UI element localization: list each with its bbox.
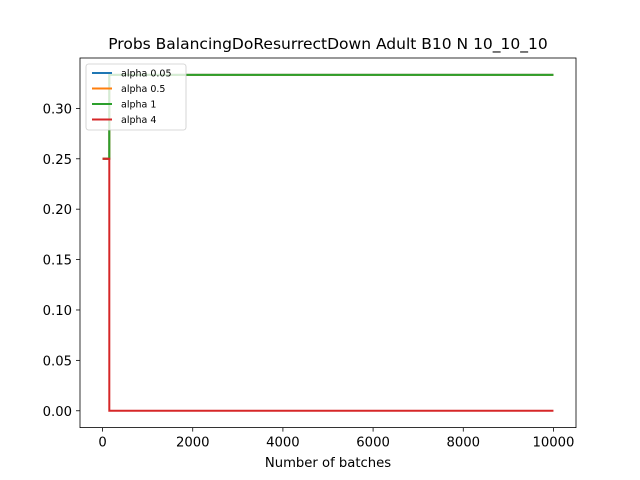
y-tick-label: 0.15 <box>43 254 72 269</box>
legend-label: alpha 0.5 <box>121 84 165 95</box>
legend-box <box>85 63 187 131</box>
legend: alpha 0.05 alpha 0.5 alpha 1 alpha 4 <box>85 63 187 131</box>
y-tick-label: 0.30 <box>43 102 72 117</box>
legend-label: alpha 0.05 <box>121 69 172 80</box>
x-tick-label: 4000 <box>266 436 300 451</box>
legend-label: alpha 1 <box>121 100 156 111</box>
y-axis-ticks: 0.00 0.05 0.10 0.15 0.20 0.25 0.30 <box>43 102 80 420</box>
x-axis-ticks: 0 2000 4000 6000 8000 10000 <box>98 427 574 451</box>
x-tick-label: 2000 <box>176 436 210 451</box>
x-tick-label: 6000 <box>356 436 390 451</box>
x-axis-label: Number of batches <box>265 456 391 471</box>
y-tick-label: 0.10 <box>43 304 72 319</box>
chart-title: Probs BalancingDoResurrectDown Adult B10… <box>108 35 548 54</box>
axes-frame <box>79 57 577 429</box>
legend-label: alpha 4 <box>121 115 156 126</box>
y-tick-label: 0.05 <box>43 354 72 369</box>
x-tick-label: 8000 <box>446 436 480 451</box>
y-tick-label: 0.25 <box>43 153 72 168</box>
x-tick-label: 10000 <box>532 436 574 451</box>
y-tick-label: 0.00 <box>43 405 72 420</box>
x-tick-label: 0 <box>98 436 106 451</box>
series-line-3 <box>102 157 554 412</box>
y-tick-label: 0.20 <box>43 203 72 218</box>
